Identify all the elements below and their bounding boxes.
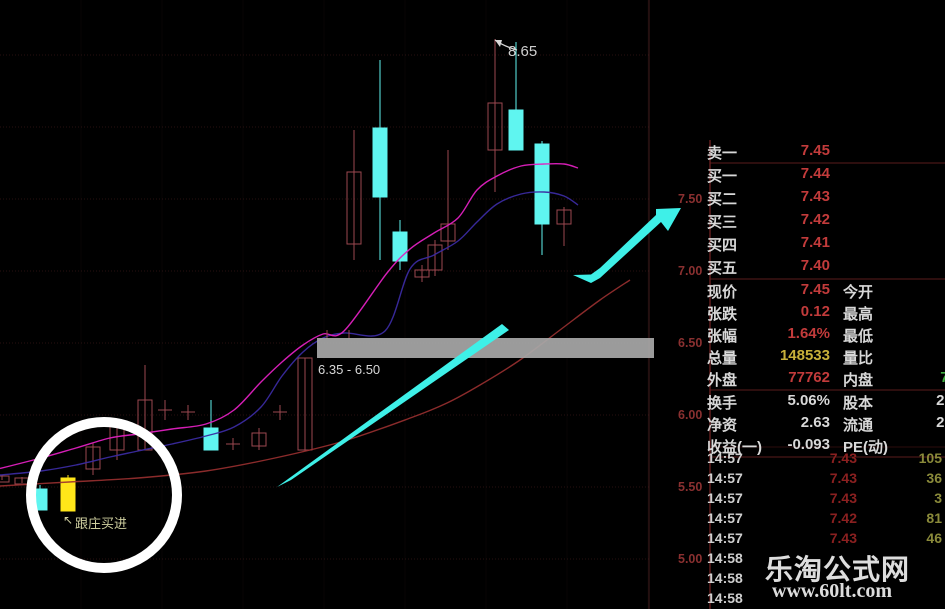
svg-text:5.00: 5.00 — [678, 552, 702, 566]
svg-text:5.50: 5.50 — [678, 480, 702, 494]
svg-text:6.50: 6.50 — [678, 336, 702, 350]
svg-text:7.00: 7.00 — [678, 264, 702, 278]
svg-text:跟庄买进: 跟庄买进 — [75, 516, 127, 531]
svg-text:↖: ↖ — [63, 513, 73, 527]
svg-text:8.65: 8.65 — [508, 43, 537, 60]
svg-text:7.50: 7.50 — [678, 192, 702, 206]
svg-text:6.35 - 6.50: 6.35 - 6.50 — [318, 362, 380, 377]
svg-text:6.00: 6.00 — [678, 408, 702, 422]
